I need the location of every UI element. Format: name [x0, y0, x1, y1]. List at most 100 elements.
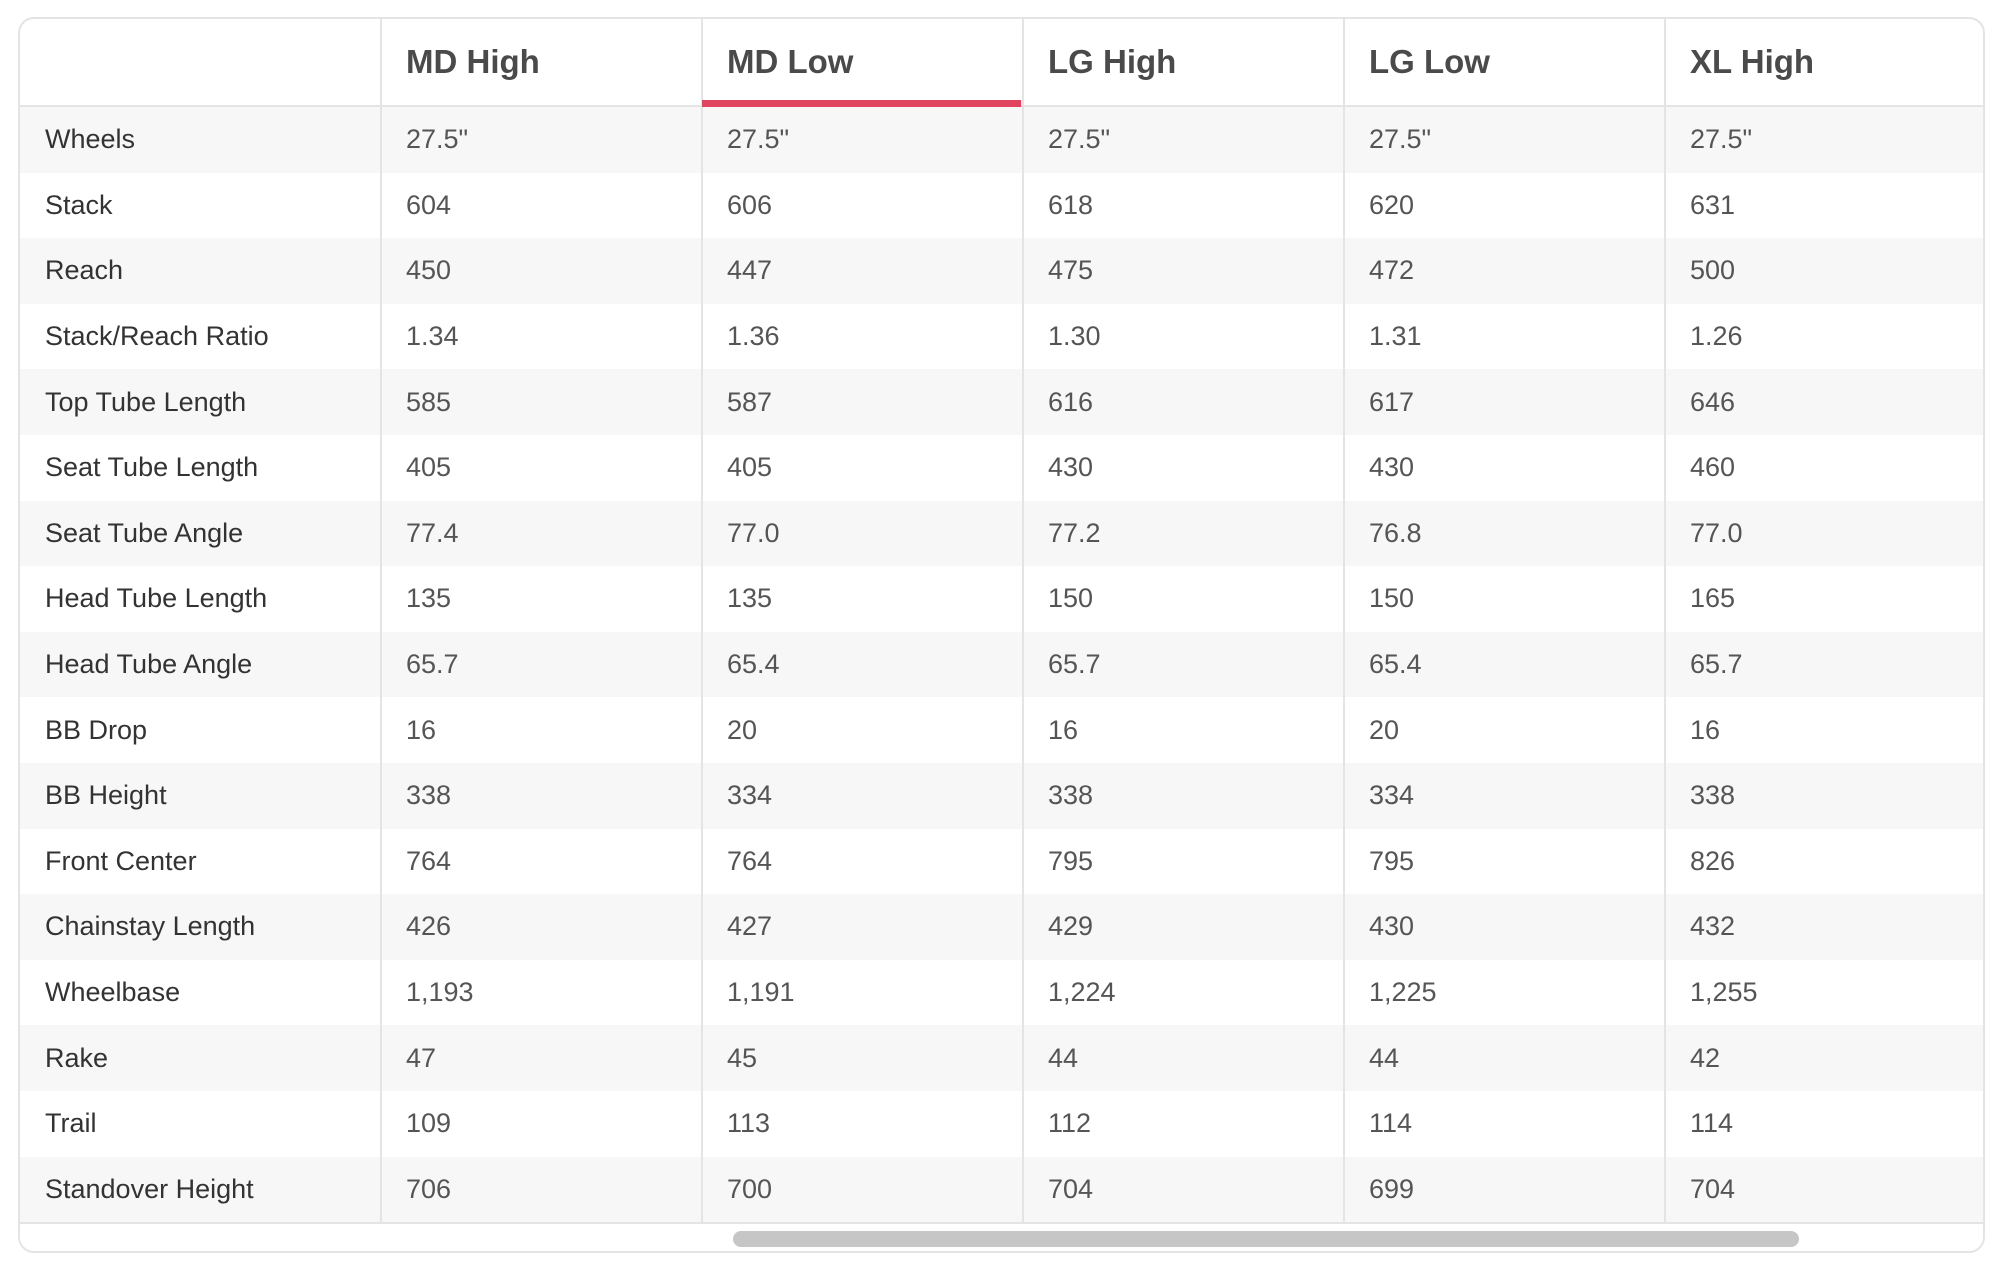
table-cell: 65.7 — [1048, 649, 1101, 680]
column-divider — [380, 19, 382, 1223]
row-background — [20, 763, 1983, 829]
table-cell: 475 — [1048, 255, 1094, 286]
row-label: Wheelbase — [45, 977, 181, 1008]
row-background — [20, 107, 1983, 173]
table-cell: 165 — [1690, 583, 1736, 614]
table-cell: 44 — [1369, 1042, 1400, 1073]
table-cell: 699 — [1369, 1173, 1415, 1204]
table-cell: 706 — [406, 1173, 452, 1204]
table-cell: 44 — [1048, 1042, 1079, 1073]
table-cell: 1.31 — [1369, 321, 1422, 352]
table-cell: 618 — [1048, 189, 1094, 220]
table-cell: 338 — [1048, 780, 1094, 811]
row-background — [20, 1025, 1983, 1091]
table-cell: 114 — [1369, 1108, 1413, 1139]
column-header[interactable]: MD Low — [702, 19, 1023, 107]
column-header[interactable]: XL High — [1665, 19, 1983, 107]
table-cell: 1,225 — [1369, 977, 1437, 1008]
table-cell: 447 — [727, 255, 773, 286]
table-cell: 617 — [1369, 386, 1415, 417]
table-cell: 450 — [406, 255, 452, 286]
table-cell: 27.5" — [1369, 124, 1432, 155]
row-label: Top Tube Length — [45, 386, 247, 417]
row-background — [20, 500, 1983, 567]
table-cell: 135 — [727, 583, 773, 614]
table-cell: 1,255 — [1690, 977, 1758, 1008]
table-cell: 77.0 — [727, 517, 780, 548]
table-cell: 27.5" — [727, 124, 790, 155]
table-cell: 764 — [727, 845, 773, 876]
row-label: BB Height — [45, 780, 167, 811]
row-background — [20, 238, 1983, 304]
row-label: Front Center — [45, 845, 197, 876]
table-cell: 427 — [727, 911, 773, 942]
table-cell: 1.34 — [406, 321, 459, 352]
table-cell: 338 — [1690, 780, 1736, 811]
column-divider — [1022, 19, 1024, 1223]
column-header[interactable]: LG Low — [1344, 19, 1665, 107]
table-cell: 16 — [406, 714, 437, 745]
table-cell: 430 — [1369, 911, 1415, 942]
table-cell: 1,191 — [727, 977, 795, 1008]
row-label: Chainstay Length — [45, 911, 256, 942]
table-cell: 430 — [1369, 452, 1415, 483]
table-cell: 150 — [1048, 583, 1094, 614]
table-cell: 150 — [1369, 583, 1415, 614]
table-cell: 1,193 — [406, 977, 474, 1008]
row-label: Seat Tube Angle — [45, 517, 244, 548]
row-background — [20, 369, 1983, 435]
table-cell: 45 — [727, 1042, 758, 1073]
column-divider — [1664, 19, 1666, 1223]
table-cell: 432 — [1690, 911, 1736, 942]
row-background — [20, 631, 1983, 698]
table-cell: 826 — [1690, 845, 1736, 876]
table-cell: 135 — [406, 583, 452, 614]
table-cell: 20 — [727, 714, 758, 745]
table-cell: 42 — [1690, 1042, 1721, 1073]
table-cell: 1.26 — [1690, 321, 1743, 352]
table-cell: 112 — [1048, 1108, 1092, 1139]
table-cell: 587 — [727, 386, 773, 417]
table-cell: 77.2 — [1048, 517, 1101, 548]
row-label: Trail — [45, 1108, 97, 1139]
table-cell: 700 — [727, 1173, 773, 1204]
table-cell: 47 — [406, 1042, 437, 1073]
column-header[interactable]: MD High — [381, 19, 702, 107]
table-cell: 1,224 — [1048, 977, 1116, 1008]
table-cell: 426 — [406, 911, 452, 942]
table-cell: 1.30 — [1048, 321, 1101, 352]
row-label: Stack — [45, 189, 113, 220]
table-cell: 631 — [1690, 189, 1736, 220]
table-cell: 472 — [1369, 255, 1415, 286]
header-corner — [20, 19, 381, 107]
row-label: Head Tube Length — [45, 583, 268, 614]
table-cell: 65.4 — [727, 649, 780, 680]
table-cell: 646 — [1690, 386, 1736, 417]
scrollbar-track — [20, 1222, 1983, 1251]
table-cell: 27.5" — [1690, 124, 1753, 155]
table-cell: 460 — [1690, 452, 1736, 483]
table-cell: 20 — [1369, 714, 1400, 745]
table-cell: 113 — [727, 1108, 771, 1139]
scrollbar-thumb[interactable] — [733, 1231, 1799, 1247]
table-cell: 1.36 — [727, 321, 780, 352]
column-divider — [701, 19, 703, 1223]
table-cell: 616 — [1048, 386, 1094, 417]
table-cell: 606 — [727, 189, 773, 220]
column-header[interactable]: LG High — [1023, 19, 1344, 107]
table-cell: 16 — [1048, 714, 1079, 745]
row-label: Rake — [45, 1042, 109, 1073]
row-label: Wheels — [45, 124, 136, 155]
table-cell: 604 — [406, 189, 452, 220]
row-label: BB Drop — [45, 714, 148, 745]
table-cell: 795 — [1048, 845, 1094, 876]
table-cell: 16 — [1690, 714, 1721, 745]
table-cell: 500 — [1690, 255, 1736, 286]
table-cell: 77.4 — [406, 517, 459, 548]
table-cell: 334 — [727, 780, 773, 811]
active-tab-underline — [702, 100, 1021, 107]
row-label: Seat Tube Length — [45, 452, 259, 483]
table-cell: 65.4 — [1369, 649, 1422, 680]
table-cell: 77.0 — [1690, 517, 1743, 548]
